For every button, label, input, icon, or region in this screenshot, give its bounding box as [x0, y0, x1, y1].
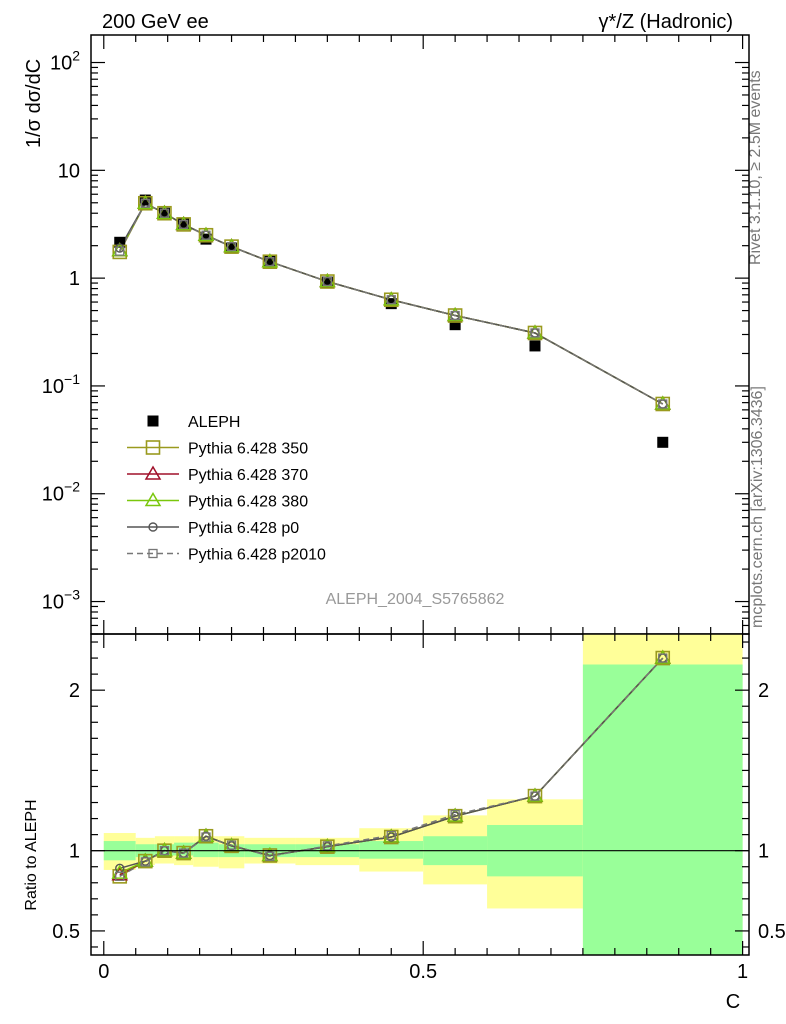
ratio-y-tick-label: 0.5 — [52, 921, 80, 943]
legend-label-aleph: ALEPH — [188, 414, 240, 431]
ratio-stat-band — [154, 844, 175, 856]
ratio-series-marker — [140, 857, 150, 867]
ratio-series-marker — [450, 809, 460, 820]
aleph-data-point — [657, 436, 669, 448]
main-y-tick-label: 1 — [69, 268, 80, 290]
ratio-series-marker — [386, 830, 396, 841]
ratio-series-marker — [322, 841, 333, 851]
main-series-marker — [530, 328, 540, 338]
x-axis-label: C — [726, 991, 740, 1013]
ratio-series-marker — [265, 851, 275, 861]
ratio-series-marker — [530, 791, 540, 801]
ratio-y-tick-label-right: 2 — [758, 680, 769, 702]
x-tick-label: 1 — [737, 961, 748, 983]
main-series-marker — [386, 295, 396, 305]
aleph-data-point — [449, 319, 461, 331]
legend-label: Pythia 6.428 370 — [188, 467, 308, 484]
x-tick-label: 0.5 — [409, 961, 437, 983]
legend-label: Pythia 6.428 p0 — [188, 520, 299, 537]
legend-marker-aleph — [147, 415, 159, 427]
main-y-tick-label: 10−1 — [42, 371, 80, 398]
main-y-axis-label: 1/σ dσ/dC — [23, 59, 45, 148]
main-y-tick-label: 10−2 — [42, 479, 80, 506]
rivet-version-label: Rivet 3.1.10, ≥ 2.5M events — [747, 70, 764, 265]
aleph-data-point — [178, 218, 190, 230]
main-series-marker — [178, 219, 189, 230]
legend-marker — [145, 440, 161, 455]
aleph-data-point — [158, 207, 170, 219]
header-right-title: γ*/Z (Hadronic) — [599, 11, 733, 33]
ratio-stat-band — [582, 664, 743, 955]
ratio-y-tick-label: 1 — [69, 841, 80, 863]
main-y-tick-label: 102 — [50, 48, 80, 75]
aleph-data-point — [139, 194, 151, 206]
ratio-y-tick-label-right: 0.5 — [758, 921, 786, 943]
main-series-marker — [226, 241, 237, 252]
ratio-series-marker — [178, 848, 189, 858]
legend-label: Pythia 6.428 350 — [188, 441, 308, 458]
ratio-y-axis-label: Ratio to ALEPH — [23, 799, 40, 910]
legend-label: Pythia 6.428 380 — [188, 494, 308, 511]
aleph-data-point — [321, 276, 333, 288]
main-series-marker — [654, 395, 672, 410]
ratio-frame — [90, 633, 750, 956]
legend-marker — [144, 465, 162, 480]
legend-marker — [148, 548, 158, 559]
main-series-marker — [159, 208, 170, 218]
main-series-marker — [115, 246, 125, 256]
main-data-points — [114, 194, 669, 448]
main-series-marker — [112, 244, 128, 260]
main-frame — [90, 34, 750, 635]
ratio-y-tick-label-right: 1 — [758, 841, 769, 863]
main-series-marker — [654, 395, 672, 410]
legend: ALEPH Pythia 6.428 350 Pythia 6.428 370 Pyt… — [127, 414, 326, 564]
main-series-marker — [140, 198, 150, 208]
main-series-marker — [265, 257, 275, 267]
ratio-uncertainty-bands — [103, 634, 743, 955]
legend-marker — [148, 522, 158, 532]
x-tick-label: 0 — [98, 961, 109, 983]
legend-marker — [144, 492, 162, 507]
main-panel: 102 10 1 10−1 10−2 10−3 1/σ dσ/dC ALEPH_2004_… — [23, 34, 750, 635]
ratio-series-marker — [115, 871, 125, 882]
main-series-marker — [322, 276, 333, 287]
aleph-data-point — [264, 255, 276, 267]
ratio-series-marker — [226, 840, 237, 850]
ratio-stat-band — [193, 842, 219, 858]
ratio-series-markers — [111, 649, 672, 884]
main-series-marker — [658, 399, 668, 409]
main-axes: 102 10 1 10−1 10−2 10−3 — [42, 34, 750, 635]
ratio-axes: 0.5 0.5 1 1 2 2 0 0.5 1 — [52, 633, 786, 983]
ratio-panel: 0.5 0.5 1 1 2 2 0 0.5 1 Ratio to ALEPH C — [23, 633, 786, 1013]
header-left-title: 200 GeV ee — [102, 11, 209, 33]
ratio-series-marker — [658, 653, 668, 663]
ratio-stat-band — [359, 841, 424, 859]
ratio-y-tick-label: 2 — [69, 680, 80, 702]
main-y-tick-label: 10−3 — [42, 587, 80, 614]
aleph-data-point — [529, 340, 541, 352]
main-series-marker — [450, 310, 460, 321]
mcplots-label: mcplots.cern.ch [arXiv:1306.3436] — [749, 386, 766, 628]
main-series-marker — [201, 230, 211, 240]
main-y-tick-label: 10 — [58, 160, 80, 182]
aleph-data-point — [226, 242, 238, 254]
analysis-id-label: ALEPH_2004_S5765862 — [326, 591, 505, 608]
main-series-markers — [111, 194, 672, 412]
ratio-series-marker — [201, 832, 211, 842]
legend-label: Pythia 6.428 p2010 — [188, 547, 326, 564]
